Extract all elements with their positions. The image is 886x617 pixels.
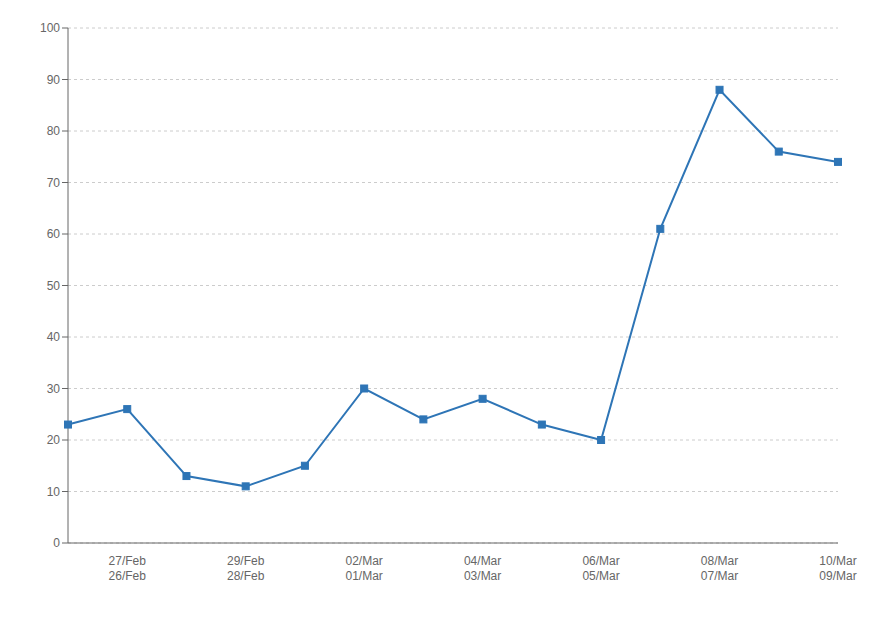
svg-text:100: 100: [40, 21, 60, 35]
svg-text:50: 50: [47, 279, 61, 293]
svg-text:02/Mar01/Mar: 02/Mar01/Mar: [345, 554, 382, 583]
svg-text:06/Mar05/Mar: 06/Mar05/Mar: [582, 554, 619, 583]
svg-text:27/Feb26/Feb: 27/Feb26/Feb: [109, 554, 147, 583]
svg-text:90: 90: [47, 73, 61, 87]
svg-text:20: 20: [47, 433, 61, 447]
svg-text:80: 80: [47, 124, 61, 138]
svg-text:29/Feb28/Feb: 29/Feb28/Feb: [227, 554, 265, 583]
svg-text:08/Mar07/Mar: 08/Mar07/Mar: [701, 554, 738, 583]
svg-text:04/Mar03/Mar: 04/Mar03/Mar: [464, 554, 501, 583]
svg-text:10: 10: [47, 485, 61, 499]
svg-text:30: 30: [47, 382, 61, 396]
svg-text:0: 0: [53, 536, 60, 550]
svg-text:70: 70: [47, 176, 61, 190]
svg-text:40: 40: [47, 330, 61, 344]
svg-text:60: 60: [47, 227, 61, 241]
svg-text:10/Mar09/Mar: 10/Mar09/Mar: [819, 554, 856, 583]
